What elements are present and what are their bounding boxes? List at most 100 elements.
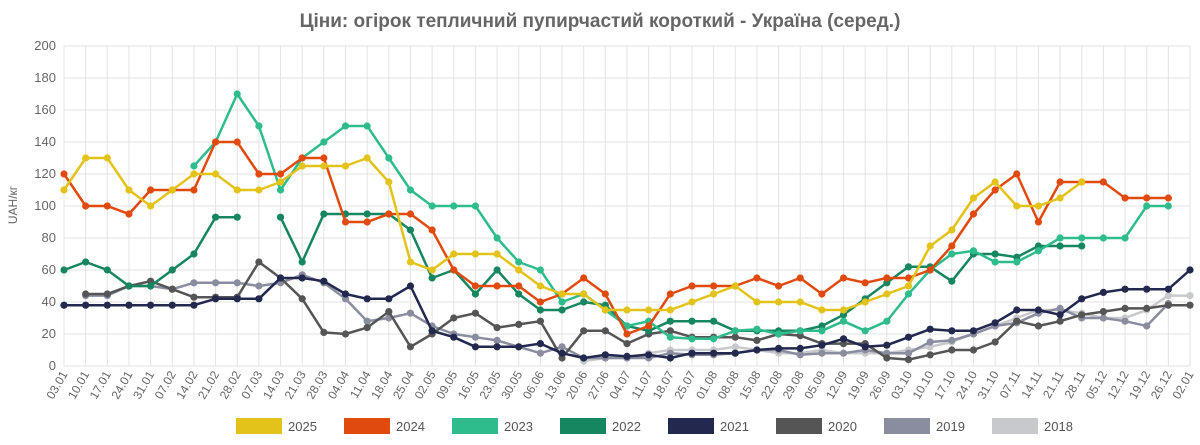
data-point-2019-46 [1056,304,1064,312]
data-point-2025-35 [818,306,826,314]
data-point-2023-23 [558,298,566,306]
data-point-2020-19 [471,309,480,317]
data-point-2021-4 [147,301,155,309]
data-point-2020-47 [1078,311,1086,319]
data-point-2023-28 [666,333,674,341]
data-point-2024-48 [1099,178,1107,186]
data-point-2022-19 [471,290,480,298]
data-point-2024-43 [991,186,999,194]
data-point-2021-30 [710,349,718,357]
data-point-2025-5 [168,186,176,194]
y-axis-label: UAH/кг [6,185,20,224]
series-layer [60,90,1194,365]
y-tick-label: 200 [34,38,56,53]
legend-swatch-2022 [560,418,606,434]
data-point-2025-19 [471,250,480,258]
data-point-2020-46 [1056,317,1064,325]
data-point-2020-24 [580,327,588,335]
data-point-2024-19 [471,282,480,290]
data-point-2023-43 [991,258,999,266]
data-point-2025-33 [774,298,783,306]
data-point-2021-3 [125,301,133,309]
data-point-2020-40 [926,351,934,359]
data-point-2025-26 [623,306,631,314]
data-point-2025-45 [1034,202,1043,210]
data-point-2025-42 [969,194,978,202]
data-point-2025-36 [839,306,848,314]
data-point-2024-25 [601,290,609,298]
data-point-2024-22 [536,298,544,306]
data-point-2020-49 [1121,304,1129,312]
data-point-2022-39 [904,263,913,271]
data-point-2020-22 [536,317,544,325]
data-point-2024-38 [883,274,891,282]
data-point-2025-4 [147,202,155,210]
data-point-2024-44 [1013,170,1021,178]
data-point-2023-29 [688,335,696,343]
data-point-2022-1 [82,258,90,266]
data-point-2023-49 [1121,234,1129,242]
data-point-2023-42 [969,247,978,255]
data-point-2025-1 [82,154,90,162]
y-tick-label: 120 [34,166,56,181]
series-2021 [60,266,1194,362]
data-point-2020-48 [1099,308,1107,316]
x-tick-label: 31.10 [975,368,1002,401]
data-point-2024-21 [515,282,523,290]
data-point-2024-29 [688,282,696,290]
data-point-2021-9 [255,295,263,303]
data-point-2021-21 [515,343,523,351]
data-point-2022-41 [948,277,956,285]
data-point-2024-11 [298,154,306,162]
data-point-2020-31 [731,333,739,341]
data-point-2024-32 [753,274,761,282]
series-line-2024 [62,140,1169,336]
x-tick-label: 14.11 [1018,368,1045,401]
data-point-2024-6 [190,186,198,194]
data-point-2021-11 [298,274,306,282]
data-point-2022-7 [211,213,220,221]
data-point-2021-34 [796,344,804,352]
data-point-2024-1 [82,202,90,210]
legend-swatch-2025 [236,418,282,434]
data-point-2024-10 [276,170,285,178]
data-point-2020-25 [601,327,609,335]
data-point-2022-10 [276,213,285,221]
legend-label-2024: 2024 [396,419,425,434]
data-point-2025-27 [645,306,653,314]
data-point-2022-5 [168,266,176,274]
data-point-2024-33 [774,282,783,290]
data-point-2019-35 [818,349,826,357]
data-point-2020-2 [103,290,111,298]
data-point-2018-51 [1164,292,1172,300]
data-point-2020-50 [1143,304,1151,312]
data-point-2021-15 [385,295,393,303]
y-tick-label: 180 [34,70,56,85]
data-point-2020-15 [385,308,393,316]
series-2024 [60,138,1172,338]
data-point-2021-40 [926,325,934,333]
data-point-2023-19 [471,202,480,210]
data-point-2020-6 [190,293,198,301]
data-point-2019-16 [406,309,415,317]
data-point-2019-36 [839,349,848,357]
legend-label-2019: 2019 [936,419,965,434]
series-line-2023 [192,92,1169,341]
data-point-2022-17 [428,274,436,282]
data-point-2022-23 [558,306,566,314]
legend-swatch-2019 [884,418,930,434]
data-point-2025-30 [710,290,718,298]
data-point-2021-6 [190,301,198,309]
data-point-2021-38 [883,341,891,349]
data-point-2021-14 [363,295,371,303]
data-point-2021-0 [60,301,68,309]
data-point-2019-20 [493,336,501,344]
data-point-2025-47 [1078,178,1086,186]
data-point-2025-6 [190,170,198,178]
data-point-2021-46 [1056,311,1064,319]
data-point-2021-42 [969,327,978,335]
series-line-2025 [62,156,1083,312]
data-point-2021-26 [623,352,631,360]
data-point-2025-31 [731,282,739,290]
